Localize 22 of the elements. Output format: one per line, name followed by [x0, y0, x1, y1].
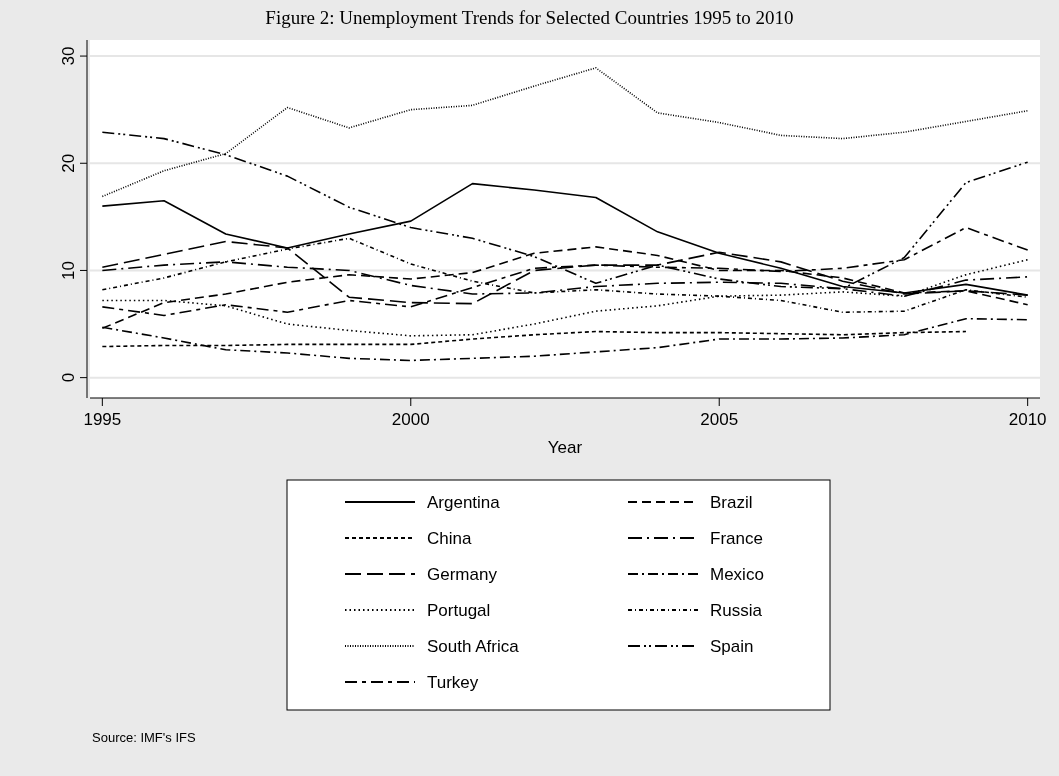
legend-label: China	[427, 529, 472, 548]
x-tick-label: 2010	[1008, 410, 1047, 429]
legend-label: Spain	[710, 637, 754, 656]
legend-label: Portugal	[427, 601, 491, 620]
x-tick-label: 2000	[391, 410, 430, 429]
legend-label: South Africa	[427, 637, 520, 656]
x-tick-label: 1995	[83, 410, 122, 429]
source-note: Source: IMF's IFS	[92, 730, 196, 745]
chart-title: Figure 2: Unemployment Trends for Selected Countries 1995 to 2010	[265, 7, 794, 28]
legend-label: Germany	[427, 565, 498, 584]
y-tick-label: 20	[59, 153, 78, 173]
x-tick-label: 2005	[700, 410, 739, 429]
legend-label: Turkey	[427, 673, 479, 692]
legend-label: France	[710, 529, 763, 548]
legend-label: Mexico	[710, 565, 764, 584]
y-tick-label: 10	[59, 260, 78, 280]
y-tick-label: 30	[59, 46, 78, 66]
legend-label: Brazil	[710, 493, 753, 512]
y-tick-label: 0	[59, 372, 78, 383]
x-axis-title: Year	[547, 438, 583, 457]
legend-label: Russia	[710, 601, 763, 620]
legend-label: Argentina	[427, 493, 501, 512]
